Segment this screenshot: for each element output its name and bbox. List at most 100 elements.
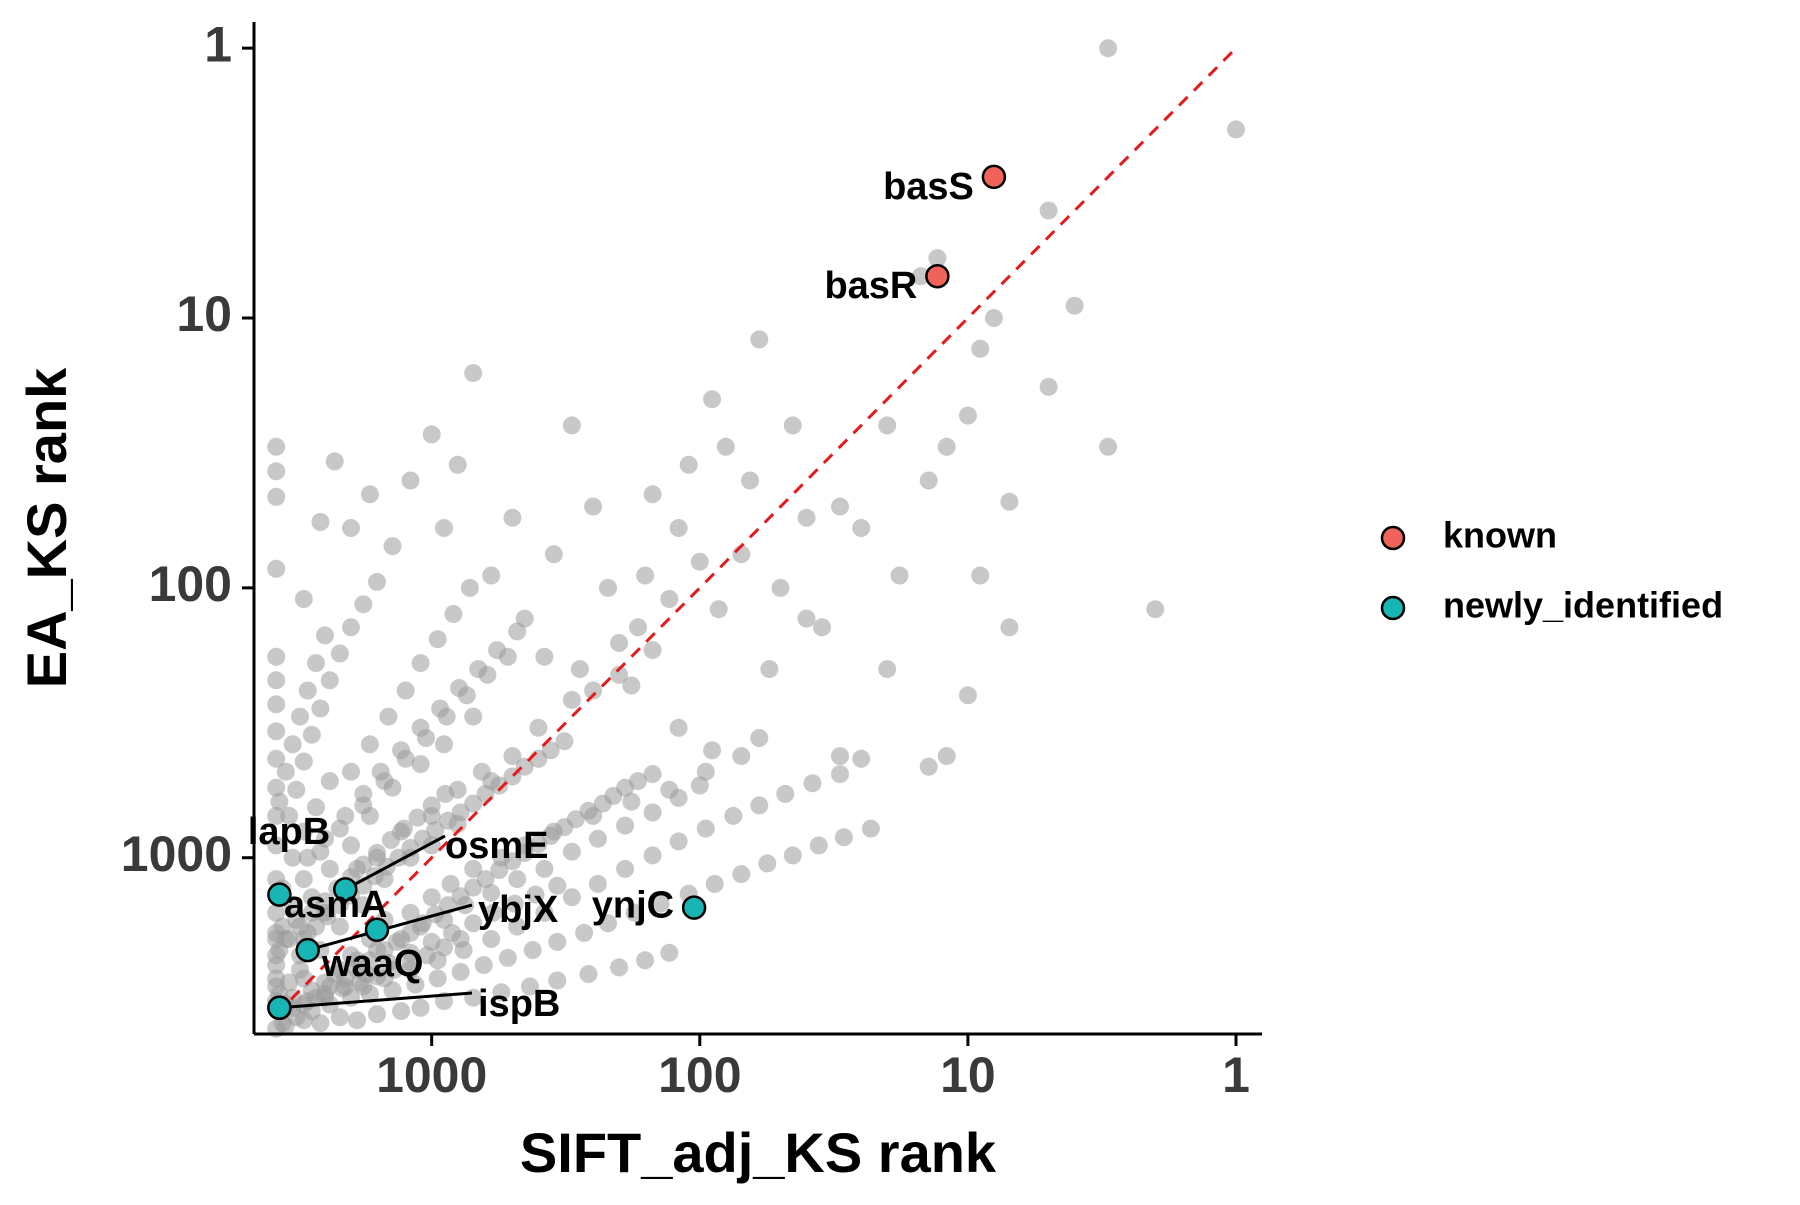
data-point bbox=[342, 762, 360, 781]
data-point bbox=[435, 735, 453, 754]
data-point bbox=[379, 707, 398, 726]
y-tick-label: 10 bbox=[176, 286, 232, 342]
data-point bbox=[298, 681, 317, 700]
gene-label-ispB: ispB bbox=[478, 983, 560, 1025]
data-point bbox=[354, 595, 373, 614]
data-point bbox=[354, 855, 373, 874]
data-point bbox=[515, 843, 534, 862]
data-point bbox=[280, 806, 299, 825]
data-point bbox=[316, 626, 334, 645]
data-point bbox=[360, 485, 379, 504]
data-point bbox=[325, 452, 344, 471]
data-point bbox=[287, 780, 306, 799]
data-point bbox=[831, 747, 849, 766]
data-point bbox=[643, 846, 662, 865]
data-point bbox=[703, 741, 722, 760]
data-point bbox=[451, 962, 470, 981]
data-point bbox=[562, 416, 581, 435]
data-point bbox=[368, 843, 386, 862]
highlight-point-osmE bbox=[333, 877, 358, 902]
data-point bbox=[544, 545, 563, 564]
data-point bbox=[411, 998, 430, 1017]
y-tick-label: 100 bbox=[149, 556, 232, 612]
data-point bbox=[831, 765, 849, 784]
x-tick-label: 1000 bbox=[376, 1047, 487, 1103]
highlight-point-ynjC bbox=[681, 895, 707, 920]
data-point bbox=[283, 848, 302, 867]
data-point bbox=[267, 806, 286, 825]
data-point bbox=[422, 796, 441, 815]
data-point bbox=[622, 792, 641, 811]
data-point bbox=[330, 1008, 349, 1027]
axes-layer: 1000 100 10 1 1000 100 10 1 SIFT_adj_KS rank EA_K… bbox=[15, 16, 1262, 1184]
data-point bbox=[411, 718, 430, 737]
data-point bbox=[392, 741, 411, 760]
data-point bbox=[732, 747, 751, 766]
data-point bbox=[878, 660, 897, 679]
data-point bbox=[515, 757, 534, 776]
data-point bbox=[616, 816, 635, 835]
data-point bbox=[803, 774, 822, 793]
data-point bbox=[690, 776, 709, 795]
data-point bbox=[622, 676, 641, 695]
data-point bbox=[426, 821, 445, 840]
data-point bbox=[579, 801, 598, 820]
data-point bbox=[368, 1005, 386, 1024]
data-point bbox=[267, 695, 286, 714]
data-point bbox=[541, 826, 560, 845]
background-points-layer bbox=[267, 39, 1245, 1038]
highlight-point-ybjX bbox=[295, 937, 320, 963]
data-point bbox=[348, 960, 366, 979]
data-point bbox=[441, 874, 460, 893]
data-point bbox=[368, 572, 386, 591]
data-point bbox=[724, 806, 743, 825]
data-point bbox=[267, 946, 286, 965]
data-point bbox=[294, 590, 313, 608]
data-point bbox=[307, 988, 325, 1007]
data-point bbox=[311, 513, 330, 531]
data-point bbox=[294, 822, 313, 841]
data-point bbox=[464, 364, 483, 383]
data-point bbox=[1039, 377, 1058, 396]
data-point bbox=[267, 487, 286, 506]
data-point bbox=[411, 654, 430, 673]
gene-labels-layer: basS basR ynjC lapB osmE asmA ybjX waaQ ispB bbox=[248, 166, 974, 1025]
data-point bbox=[584, 681, 603, 700]
highlight-point-asmA bbox=[364, 917, 390, 943]
highlight-point-basS bbox=[981, 164, 1007, 190]
data-point bbox=[472, 762, 491, 781]
gene-label-basR: basR bbox=[824, 265, 917, 307]
data-point bbox=[320, 772, 339, 791]
data-point bbox=[526, 885, 545, 904]
legend-key-newly_identified bbox=[1380, 595, 1406, 621]
data-point bbox=[852, 749, 871, 768]
data-point bbox=[890, 566, 909, 585]
data-point bbox=[643, 765, 662, 784]
data-point bbox=[732, 865, 751, 884]
data-point bbox=[834, 828, 853, 847]
reference-line-layer bbox=[275, 47, 1238, 1016]
data-point bbox=[291, 707, 309, 726]
gene-label-ynjC: ynjC bbox=[592, 885, 674, 927]
data-point bbox=[428, 630, 447, 649]
data-point bbox=[750, 330, 769, 349]
data-point bbox=[610, 958, 629, 977]
data-point bbox=[330, 644, 349, 663]
data-point bbox=[548, 971, 567, 990]
data-point bbox=[797, 508, 816, 527]
data-point bbox=[450, 679, 469, 697]
data-point bbox=[482, 930, 501, 948]
data-point bbox=[476, 870, 495, 889]
data-point bbox=[529, 718, 548, 737]
data-point bbox=[669, 788, 688, 807]
data-point bbox=[418, 946, 437, 965]
data-point bbox=[368, 967, 386, 986]
data-point bbox=[448, 455, 467, 474]
data-point bbox=[555, 732, 574, 751]
data-point bbox=[360, 735, 379, 754]
data-point bbox=[1099, 39, 1118, 58]
x-tick-label: 100 bbox=[658, 1047, 741, 1103]
data-point bbox=[521, 977, 539, 996]
data-point bbox=[783, 416, 802, 435]
